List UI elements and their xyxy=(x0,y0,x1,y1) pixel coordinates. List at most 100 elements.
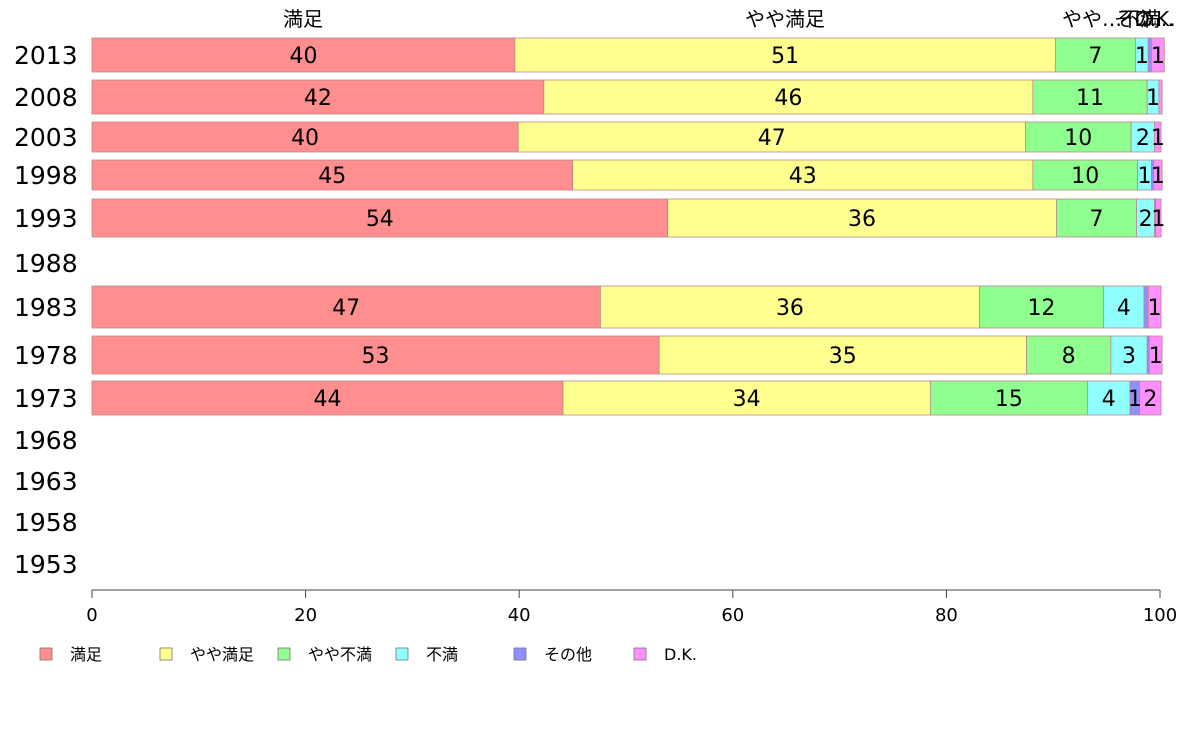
bar-segment xyxy=(1153,159,1163,191)
data-label: 1 xyxy=(1151,126,1165,151)
series-top-label: やや… xyxy=(1062,7,1122,31)
bar-segment xyxy=(1110,335,1148,375)
bar-segment xyxy=(91,159,574,191)
bar-segment xyxy=(543,79,1034,115)
data-label: 1 xyxy=(1135,44,1149,69)
bar-segment xyxy=(91,198,669,238)
bar-segment xyxy=(1158,79,1163,115)
data-label: 1 xyxy=(1149,344,1163,369)
legend-label: その他 xyxy=(544,645,592,664)
bar-segment xyxy=(1056,198,1137,238)
data-label: 8 xyxy=(1062,344,1076,369)
data-label: 1 xyxy=(1151,44,1165,69)
bar-segment xyxy=(562,380,931,416)
data-label: 43 xyxy=(789,164,817,189)
legend-label: やや満足 xyxy=(190,645,254,664)
bar-segment xyxy=(1025,121,1132,153)
data-label: 40 xyxy=(291,126,319,151)
series-top-label: 不満 xyxy=(1120,7,1160,31)
legend-swatch xyxy=(513,647,527,661)
data-label: 45 xyxy=(318,164,346,189)
data-label: 35 xyxy=(829,344,857,369)
data-label: 1 xyxy=(1146,86,1160,111)
data-label: 53 xyxy=(362,344,390,369)
y-category-label: 1978 xyxy=(14,341,78,370)
bar-segment xyxy=(667,198,1057,238)
y-category-label: 1953 xyxy=(14,550,78,579)
y-category-label: 1983 xyxy=(14,293,78,322)
x-tick-label: 80 xyxy=(935,605,958,626)
x-tick-label: 40 xyxy=(508,605,531,626)
legend-swatch xyxy=(277,647,291,661)
bar-segment xyxy=(1054,37,1136,73)
bar-segment xyxy=(1032,159,1138,191)
series-top-label: 満足 xyxy=(283,7,323,31)
bar-segment xyxy=(514,37,1056,73)
y-category-label: 2013 xyxy=(14,41,78,70)
x-tick-label: 100 xyxy=(1143,605,1177,626)
y-category-label: 1993 xyxy=(14,204,78,233)
x-axis: 0 20 40 60 80 100 xyxy=(86,589,1177,626)
data-label: 7 xyxy=(1089,207,1103,232)
data-label: 10 xyxy=(1064,126,1092,151)
bar-segment xyxy=(1154,121,1162,153)
y-category-label: 1958 xyxy=(14,508,78,537)
data-label: 1 xyxy=(1148,296,1162,321)
data-label: 1 xyxy=(1151,164,1165,189)
bar-segment xyxy=(1086,380,1131,416)
y-category-label: 1973 xyxy=(14,384,78,413)
bar-segment xyxy=(1032,79,1148,115)
y-axis-categories: 2013 2008 2003 1998 1993 1988 1983 1978 1973 1968… xyxy=(14,41,78,579)
bar-segment xyxy=(91,335,660,375)
y-category-label: 2008 xyxy=(14,83,78,112)
data-label: 36 xyxy=(776,296,804,321)
data-label: 54 xyxy=(366,207,394,232)
bar-segment xyxy=(1155,198,1162,238)
data-label: 51 xyxy=(771,44,799,69)
bar-segment xyxy=(91,121,519,153)
bar-segment xyxy=(979,285,1104,329)
data-label: 1 xyxy=(1138,164,1152,189)
bar-segment xyxy=(1147,285,1162,329)
y-category-label: 1963 xyxy=(14,467,78,496)
series-top-label: その… xyxy=(1114,7,1174,31)
legend-label: 満足 xyxy=(70,645,102,664)
data-label: 1 xyxy=(1128,387,1142,412)
bar-segment xyxy=(91,79,545,115)
bar-segment xyxy=(572,159,1034,191)
data-label: 3 xyxy=(1122,344,1136,369)
x-tick-label: 60 xyxy=(721,605,744,626)
legend-label: やや不満 xyxy=(308,645,372,664)
bar-segment xyxy=(599,285,980,329)
data-label: 36 xyxy=(848,207,876,232)
bar-segment xyxy=(1139,380,1162,416)
bar-segment xyxy=(1148,335,1163,375)
data-label: 1 xyxy=(1151,207,1165,232)
bar-segment xyxy=(91,37,516,73)
legend-swatch xyxy=(633,647,647,661)
bar-segment xyxy=(1026,335,1112,375)
data-label: 47 xyxy=(332,296,360,321)
data-label: 12 xyxy=(1027,296,1055,321)
y-category-label: 1988 xyxy=(14,249,78,278)
x-tick-label: 0 xyxy=(86,605,97,626)
data-label: 10 xyxy=(1071,164,1099,189)
legend-swatch xyxy=(159,647,173,661)
data-label: 4 xyxy=(1117,296,1131,321)
x-tick-label: 20 xyxy=(294,605,317,626)
data-label: 15 xyxy=(995,387,1023,412)
y-category-label: 1968 xyxy=(14,426,78,455)
bar-segment xyxy=(1151,37,1165,73)
legend: 満足 やや満足 やや不満 不満 その他 D.K. xyxy=(39,645,697,664)
legend-label: 不満 xyxy=(426,645,458,664)
legend-swatch xyxy=(39,647,53,661)
data-label: 7 xyxy=(1088,44,1102,69)
data-label: 11 xyxy=(1076,86,1104,111)
data-label: 46 xyxy=(774,86,802,111)
legend-swatch xyxy=(395,647,409,661)
data-label: 34 xyxy=(733,387,761,412)
